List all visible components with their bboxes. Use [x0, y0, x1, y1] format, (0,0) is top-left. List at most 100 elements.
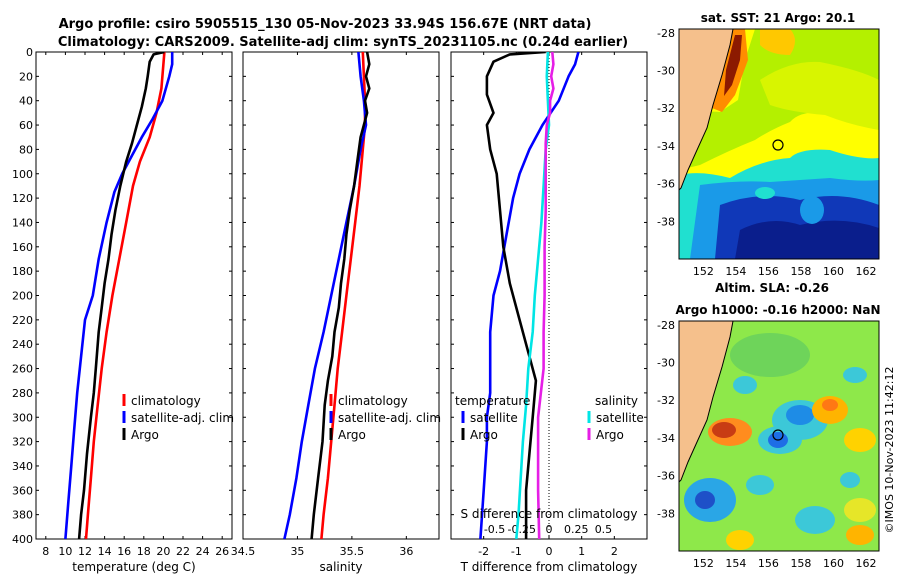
sla-blob: [844, 498, 876, 522]
y-tick-label: 80: [19, 143, 33, 156]
salinity-xlabel: salinity: [319, 560, 362, 574]
salinity-series-group: [283, 52, 371, 539]
y-tick-label: 240: [12, 338, 33, 351]
y-tick-label: 40: [19, 95, 33, 108]
difference-x2label: S difference from climatology: [461, 507, 638, 521]
salinity-line-satellite-adj-clim: [283, 52, 368, 539]
salinity-legend: climatology satellite-adj. clim Argo: [329, 394, 441, 442]
temperature-line-satellite-adj-clim: [64, 52, 174, 539]
x-tick-label: -1: [511, 545, 522, 558]
legend-label-s-satellite: satellite: [596, 411, 644, 425]
sst-eddy: [800, 196, 824, 224]
x2-tick-label: 0.5: [595, 523, 613, 536]
map-y-tick-label: -36: [657, 178, 675, 191]
sst-land: [679, 29, 733, 190]
x-tick-label: 12: [78, 545, 92, 558]
y-tick-label: 220: [12, 314, 33, 327]
map-y-tick-label: -32: [657, 394, 675, 407]
map-x-tick-label: 154: [725, 557, 746, 570]
y-tick-label: 400: [12, 533, 33, 546]
map-y-tick-label: -28: [657, 319, 675, 332]
y-tick-label: 120: [12, 192, 33, 205]
sst-warm-patch: [760, 29, 795, 55]
y-tick-label: 280: [12, 387, 33, 400]
map-y-tick-label: -28: [657, 27, 675, 40]
x-tick-label: -2: [478, 545, 489, 558]
y-tick-label: 20: [19, 70, 33, 83]
legend-label-argo: Argo: [338, 428, 366, 442]
difference-line-s-argo: [536, 52, 555, 539]
sla-map-title-line1: Altim. SLA: -0.26: [715, 281, 829, 295]
x-tick-label: 16: [117, 545, 131, 558]
sst-argo-marker: [772, 139, 784, 151]
sla-coastline: [679, 321, 734, 483]
map-x-tick-label: 158: [790, 265, 811, 278]
sla-blob: [730, 333, 810, 377]
map-y-tick-label: -30: [657, 64, 675, 77]
x2-tick-label: 0.25: [564, 523, 589, 536]
sla-blob: [746, 475, 774, 495]
sst-map-frame: [678, 28, 880, 260]
map-y-tick-label: -34: [657, 140, 675, 153]
legend-label-t-argo: Argo: [470, 428, 498, 442]
sla-argo-marker: [772, 429, 784, 441]
x-tick-label: 2: [611, 545, 618, 558]
salinity-line-climatology: [320, 52, 367, 539]
x2-tick-label: -0.25: [508, 523, 536, 536]
legend-title-salinity: salinity: [595, 394, 638, 408]
sla-blob: [843, 367, 867, 383]
profile-series: [64, 52, 580, 539]
x-tick-label: 22: [176, 545, 190, 558]
x-tick-label: 36: [399, 545, 413, 558]
difference-line-t-argo: [485, 52, 546, 539]
map-x-tick-label: 160: [823, 265, 844, 278]
x-tick-label: 14: [98, 545, 112, 558]
y-tick-label: 200: [12, 290, 33, 303]
sla-blob: [733, 376, 757, 394]
y-tick-label: 380: [12, 509, 33, 522]
legend-label-climatology: climatology: [131, 394, 201, 408]
y-tick-label: 360: [12, 484, 33, 497]
y-tick-label: 160: [12, 241, 33, 254]
temperature-legend: climatology satellite-adj. clim Argo: [122, 394, 234, 442]
sst-field-navy: [735, 220, 879, 259]
x-tick-label: 20: [156, 545, 170, 558]
temperature-line-climatology: [84, 52, 166, 539]
salinity-line-argo: [310, 52, 371, 539]
x-tick-label: 8: [42, 545, 49, 558]
x-tick-label: 1: [578, 545, 585, 558]
sst-warm-core: [724, 35, 742, 96]
map-x-tick-label: 162: [855, 265, 876, 278]
y-tick-label: 60: [19, 119, 33, 132]
legend-label-satellite: satellite-adj. clim: [338, 411, 441, 425]
legend-label-climatology: climatology: [338, 394, 408, 408]
temperature-series-group: [64, 52, 174, 539]
sla-blob: [822, 399, 838, 411]
y-tick-label: 180: [12, 265, 33, 278]
difference-line-s-satellite: [515, 52, 551, 539]
sst-coastline: [679, 29, 734, 191]
y-tick-label: 260: [12, 363, 33, 376]
x2-tick-label: -0.5: [484, 523, 505, 536]
x-tick-label: 10: [58, 545, 72, 558]
sst-eddy: [755, 187, 775, 199]
map-x-tick-label: 156: [758, 265, 779, 278]
y-tick-label: 100: [12, 168, 33, 181]
map-x-tick-label: 152: [693, 557, 714, 570]
x-tick-label: 26: [215, 545, 229, 558]
figure-title-line2: Climatology: CARS2009. Satellite-adj cli…: [58, 35, 628, 50]
y-tick-label: 340: [12, 460, 33, 473]
map-x-tick-label: 160: [823, 557, 844, 570]
sla-map-frame: [678, 320, 880, 552]
x-tick-label: 24: [196, 545, 210, 558]
sla-blob: [840, 472, 860, 488]
legend-label-argo: Argo: [131, 428, 159, 442]
legend-label-s-argo: Argo: [596, 428, 624, 442]
sla-blob: [795, 506, 835, 534]
sla-blob: [846, 525, 874, 545]
legend-label-satellite: satellite-adj. clim: [131, 411, 234, 425]
sst-field-yellowgreen: [760, 61, 879, 130]
sla-land: [679, 321, 733, 482]
temperature-line-argo: [77, 52, 165, 539]
